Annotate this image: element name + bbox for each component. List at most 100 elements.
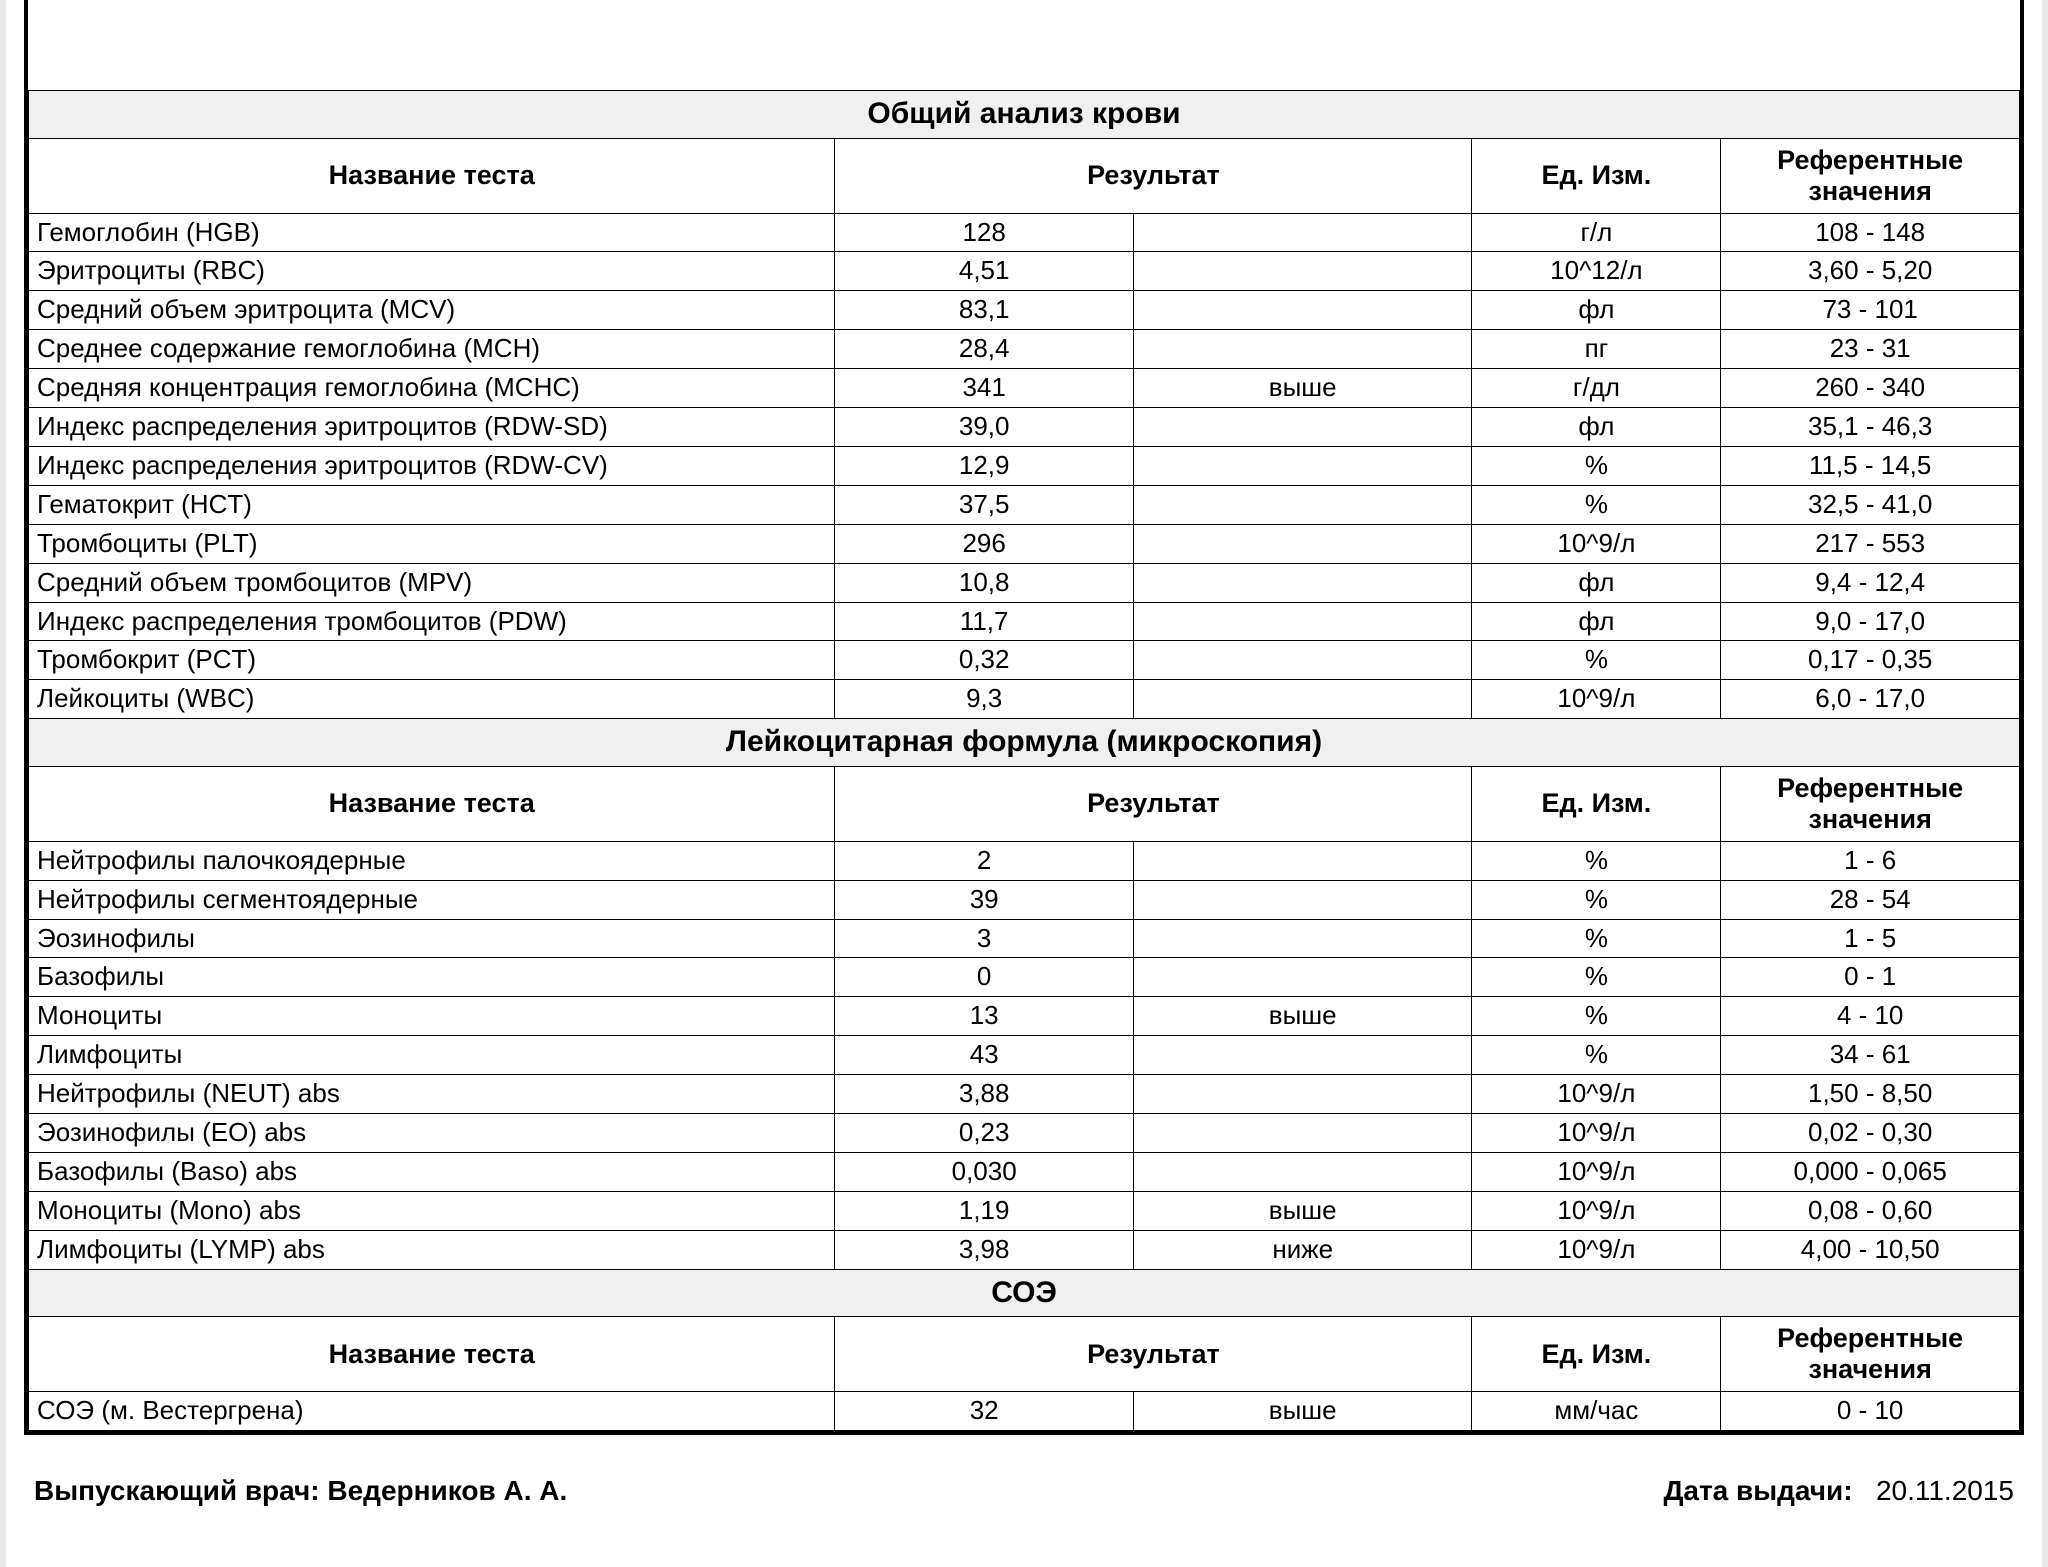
table-row: Базофилы0%0 - 1 <box>29 958 2020 997</box>
test-unit: % <box>1472 1036 1721 1075</box>
test-unit: фл <box>1472 563 1721 602</box>
test-name: Лейкоциты (WBC) <box>29 680 835 719</box>
test-flag: выше <box>1133 997 1471 1036</box>
test-ref: 73 - 101 <box>1721 291 2020 330</box>
test-name: Гематокрит (HCT) <box>29 485 835 524</box>
col-header-ref: Референтные значения <box>1721 766 2020 841</box>
table-row: Эозинофилы3%1 - 5 <box>29 919 2020 958</box>
test-ref: 0 - 10 <box>1721 1392 2020 1431</box>
test-result: 37,5 <box>835 485 1134 524</box>
test-ref: 28 - 54 <box>1721 880 2020 919</box>
test-ref: 0 - 1 <box>1721 958 2020 997</box>
test-name: Тромбоциты (PLT) <box>29 524 835 563</box>
results-table: Общий анализ кровиНазвание тестаРезульта… <box>28 90 2020 1431</box>
table-row: СОЭ (м. Вестергрена)32вышемм/час0 - 10 <box>29 1392 2020 1431</box>
test-name: Нейтрофилы палочкоядерные <box>29 841 835 880</box>
test-result: 39,0 <box>835 408 1134 447</box>
test-flag <box>1133 485 1471 524</box>
table-row: Тромбокрит (PCT)0,32%0,17 - 0,35 <box>29 641 2020 680</box>
test-unit: % <box>1472 841 1721 880</box>
date-label: Дата выдачи: <box>1663 1475 1852 1506</box>
test-flag <box>1133 291 1471 330</box>
col-header-name: Название теста <box>29 1317 835 1392</box>
test-ref: 32,5 - 41,0 <box>1721 485 2020 524</box>
test-ref: 0,000 - 0,065 <box>1721 1152 2020 1191</box>
test-unit: фл <box>1472 602 1721 641</box>
col-header-result: Результат <box>835 138 1472 213</box>
section-title-row: СОЭ <box>29 1269 2020 1317</box>
issue-date: Дата выдачи: 20.11.2015 <box>1663 1475 2014 1507</box>
test-unit: фл <box>1472 408 1721 447</box>
test-ref: 3,60 - 5,20 <box>1721 252 2020 291</box>
test-flag <box>1133 680 1471 719</box>
table-row: Лимфоциты43%34 - 61 <box>29 1036 2020 1075</box>
section-title: Лейкоцитарная формула (микроскопия) <box>29 719 2020 767</box>
test-flag <box>1133 880 1471 919</box>
test-unit: % <box>1472 485 1721 524</box>
test-result: 12,9 <box>835 446 1134 485</box>
document-frame: Общий анализ кровиНазвание тестаРезульта… <box>24 0 2024 1435</box>
test-ref: 108 - 148 <box>1721 213 2020 252</box>
test-ref: 217 - 553 <box>1721 524 2020 563</box>
test-name: Моноциты <box>29 997 835 1036</box>
col-header-ref: Референтные значения <box>1721 138 2020 213</box>
col-header-ref: Референтные значения <box>1721 1317 2020 1392</box>
test-result: 1,19 <box>835 1191 1134 1230</box>
test-result: 0,030 <box>835 1152 1134 1191</box>
test-flag <box>1133 841 1471 880</box>
test-name: Базофилы (Baso) abs <box>29 1152 835 1191</box>
test-flag <box>1133 1036 1471 1075</box>
test-ref: 1 - 5 <box>1721 919 2020 958</box>
document-page: Общий анализ кровиНазвание тестаРезульта… <box>0 0 2048 1567</box>
test-name: Средний объем тромбоцитов (MPV) <box>29 563 835 602</box>
test-result: 296 <box>835 524 1134 563</box>
test-flag <box>1133 641 1471 680</box>
table-row: Моноциты13выше%4 - 10 <box>29 997 2020 1036</box>
test-result: 10,8 <box>835 563 1134 602</box>
test-name: Среднее содержание гемоглобина (MCH) <box>29 330 835 369</box>
section-title-row: Лейкоцитарная формула (микроскопия) <box>29 719 2020 767</box>
test-result: 9,3 <box>835 680 1134 719</box>
test-unit: 10^9/л <box>1472 1191 1721 1230</box>
test-name: Лимфоциты (LYMP) abs <box>29 1230 835 1269</box>
test-name: Индекс распределения эритроцитов (RDW-CV… <box>29 446 835 485</box>
test-name: Средний объем эритроцита (MCV) <box>29 291 835 330</box>
col-header-name: Название теста <box>29 766 835 841</box>
test-ref: 4 - 10 <box>1721 997 2020 1036</box>
table-row: Индекс распределения эритроцитов (RDW-CV… <box>29 446 2020 485</box>
test-unit: г/дл <box>1472 369 1721 408</box>
section-title: Общий анализ крови <box>29 91 2020 139</box>
test-name: Эритроциты (RBC) <box>29 252 835 291</box>
test-result: 32 <box>835 1392 1134 1431</box>
test-flag: выше <box>1133 369 1471 408</box>
test-flag <box>1133 919 1471 958</box>
test-unit: 10^9/л <box>1472 680 1721 719</box>
test-result: 3 <box>835 919 1134 958</box>
test-ref: 11,5 - 14,5 <box>1721 446 2020 485</box>
test-name: Моноциты (Mono) abs <box>29 1191 835 1230</box>
test-unit: % <box>1472 446 1721 485</box>
test-unit: % <box>1472 958 1721 997</box>
test-name: Нейтрофилы (NEUT) abs <box>29 1075 835 1114</box>
test-name: Нейтрофилы сегментоядерные <box>29 880 835 919</box>
col-header-result: Результат <box>835 1317 1472 1392</box>
test-ref: 9,0 - 17,0 <box>1721 602 2020 641</box>
test-result: 341 <box>835 369 1134 408</box>
test-flag <box>1133 330 1471 369</box>
column-header-row: Название тестаРезультатЕд. Изм.Референтн… <box>29 1317 2020 1392</box>
table-row: Индекс распределения тромбоцитов (PDW)11… <box>29 602 2020 641</box>
test-unit: % <box>1472 919 1721 958</box>
table-row: Эозинофилы (EO) abs0,2310^9/л0,02 - 0,30 <box>29 1114 2020 1153</box>
table-row: Нейтрофилы сегментоядерные39%28 - 54 <box>29 880 2020 919</box>
col-header-unit: Ед. Изм. <box>1472 1317 1721 1392</box>
test-result: 0 <box>835 958 1134 997</box>
column-header-row: Название тестаРезультатЕд. Изм.Референтн… <box>29 766 2020 841</box>
test-unit: % <box>1472 997 1721 1036</box>
test-flag <box>1133 602 1471 641</box>
table-row: Гемоглобин (HGB)128г/л108 - 148 <box>29 213 2020 252</box>
test-unit: фл <box>1472 291 1721 330</box>
table-row: Лейкоциты (WBC)9,310^9/л6,0 - 17,0 <box>29 680 2020 719</box>
test-result: 128 <box>835 213 1134 252</box>
test-flag <box>1133 1114 1471 1153</box>
test-name: Средняя концентрация гемоглобина (MCHC) <box>29 369 835 408</box>
